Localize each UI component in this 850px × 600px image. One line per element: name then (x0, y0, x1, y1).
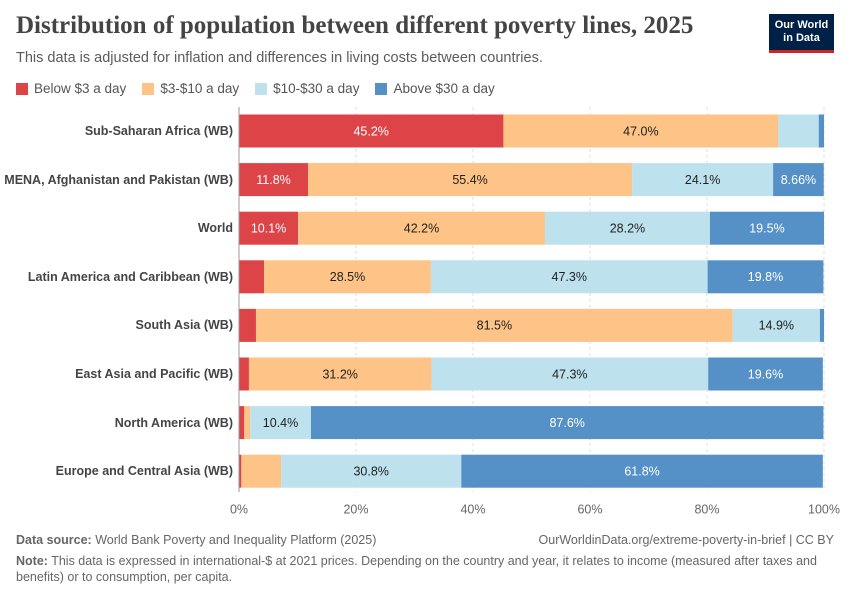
bar-segment (244, 406, 251, 440)
bar-segment (239, 114, 504, 148)
legend-item: $10-$30 a day (255, 81, 359, 96)
logo-line: Our World (774, 19, 829, 31)
source-label: Data source: (16, 533, 92, 547)
value-label: 10.4% (263, 416, 298, 430)
bar-segment (264, 260, 431, 294)
bar-segment (241, 454, 282, 488)
value-label: 42.2% (404, 221, 439, 235)
bar-segment (239, 163, 309, 197)
legend: Below $3 a day $3-$10 a day $10-$30 a day A… (16, 81, 495, 96)
value-label: 61.8% (624, 464, 659, 478)
bar-segment (544, 211, 710, 245)
bar-segment (239, 308, 256, 342)
y-tick-label: Latin America and Caribbean (WB) (27, 269, 233, 284)
note-text: This data is expressed in international-… (16, 554, 817, 584)
bar-segment (298, 211, 545, 245)
value-label: 19.6% (748, 367, 783, 381)
chart-title: Distribution of population between diffe… (16, 12, 694, 39)
y-tick-label: East Asia and Pacific (WB) (75, 367, 233, 381)
value-label: 10.1% (251, 221, 286, 235)
legend-label: Above $30 a day (393, 81, 495, 96)
bar-segment (430, 260, 708, 294)
bar-segment (773, 163, 824, 197)
bar-segment (778, 114, 819, 148)
legend-label: $3-$10 a day (160, 81, 240, 96)
value-label: 11.8% (256, 173, 291, 187)
x-tick-label: 40% (460, 502, 485, 516)
logo-line: in Data (783, 32, 820, 44)
bar-segment (818, 114, 824, 148)
value-label: 19.8% (748, 270, 783, 284)
value-label: 47.0% (623, 124, 658, 138)
bar-segment (281, 454, 462, 488)
value-label: 8.66% (781, 173, 816, 187)
value-label: 47.3% (552, 270, 587, 284)
bar-segment (708, 357, 823, 391)
x-tick-label: 80% (694, 502, 719, 516)
value-label: 31.2% (322, 367, 357, 381)
value-label: 28.2% (610, 221, 645, 235)
legend-item: Below $3 a day (16, 81, 126, 96)
value-label: 55.4% (452, 173, 487, 187)
source: Data source: World Bank Poverty and Ineq… (16, 533, 376, 547)
y-tick-label: North America (WB) (114, 415, 233, 430)
value-label: 30.8% (353, 464, 388, 478)
x-tick-label: 60% (577, 502, 602, 516)
y-tick-label: South Asia (WB) (135, 318, 233, 333)
bar-segment (250, 406, 311, 440)
legend-item: Above $30 a day (375, 81, 495, 96)
value-label: 28.5% (330, 270, 365, 284)
legend-swatch (255, 82, 268, 95)
bar-segment (503, 114, 779, 148)
bar-segment (239, 260, 265, 294)
value-label: 87.6% (549, 416, 584, 430)
bar-segment (310, 406, 824, 440)
y-tick-label: Sub-Saharan Africa (WB) (84, 124, 233, 138)
value-label: 45.2% (353, 124, 388, 138)
bar-segment (707, 260, 824, 294)
bar-segment (239, 357, 249, 391)
bar-segment (255, 308, 733, 342)
x-tick-label: 20% (343, 502, 368, 516)
legend-swatch (16, 82, 28, 95)
legend-item: $3-$10 a day (142, 81, 239, 96)
bar-segment (732, 308, 820, 342)
note-label: Note: (16, 554, 48, 568)
bar-segment (632, 163, 774, 197)
legend-label: $10-$30 a day (273, 81, 360, 96)
bar-segment (308, 163, 633, 197)
y-tick-label: World (197, 221, 233, 236)
value-label: 47.3% (552, 367, 587, 381)
legend-label: Below $3 a day (34, 81, 127, 96)
bar-segment (461, 454, 823, 488)
value-label: 81.5% (477, 319, 512, 333)
x-tick-label: 0% (230, 502, 248, 516)
y-tick-label: MENA, Afghanistan and Pakistan (WB) (4, 172, 233, 187)
source-url[interactable]: OurWorldinData.org/extreme-poverty-in-br… (538, 533, 834, 547)
chart-subtitle: This data is adjusted for inflation and … (16, 50, 543, 66)
value-label: 24.1% (685, 173, 720, 187)
bar-segment (239, 406, 245, 440)
legend-swatch (142, 82, 155, 95)
bar-segment (709, 211, 824, 245)
source-text: World Bank Poverty and Inequality Platfo… (95, 533, 377, 547)
bar-segment (248, 357, 432, 391)
value-label: 14.9% (759, 319, 794, 333)
bar-segment (819, 308, 824, 342)
bar-segment (239, 454, 242, 488)
logo[interactable]: Our World in Data (769, 14, 834, 53)
value-label: 19.5% (749, 221, 784, 235)
legend-swatch (375, 82, 388, 95)
x-tick-label: 100% (808, 502, 840, 516)
bar-segment (239, 211, 299, 245)
y-tick-label: Europe and Central Asia (WB) (55, 464, 233, 479)
note: Note: This data is expressed in internat… (16, 553, 826, 585)
bar-segment (431, 357, 709, 391)
